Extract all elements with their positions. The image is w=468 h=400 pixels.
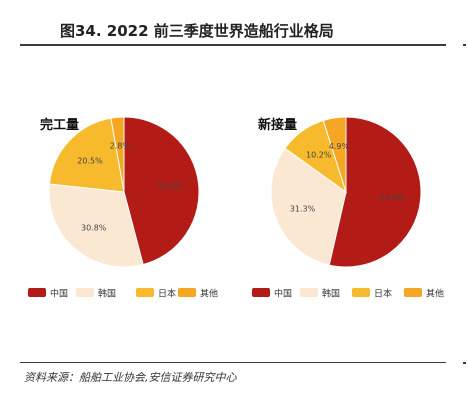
legend-swatch-韩国	[300, 288, 318, 297]
bottom-rule	[20, 362, 446, 363]
legend-label: 中国	[50, 288, 68, 300]
legend-label: 日本	[158, 288, 176, 300]
pie-slice-其他	[110, 116, 125, 193]
legend-swatch-其他	[404, 288, 422, 297]
legend-swatch-其他	[178, 288, 196, 297]
pie-chart-2: 新接量 53.6% 31.3% 10.2%4.9% 中国 韩国 日本 其他	[252, 116, 444, 300]
slice-label: 53.6%	[379, 193, 405, 202]
slice-label: 20.5%	[77, 156, 103, 165]
figure-title: 图34. 2022 前三季度世界造船行业格局	[60, 22, 334, 40]
pie-slice-中国	[123, 116, 200, 266]
legend-label: 韩国	[98, 288, 116, 300]
pie-slice-韩国	[48, 183, 144, 268]
pie-slice-中国	[328, 116, 422, 268]
legend-label: 中国	[274, 288, 292, 300]
slice-label: 10.2%	[306, 150, 332, 159]
pie-chart-1: 完工量 45.9% 30.8% 20.5% 2.8% 中国 韩国 日本 其他	[28, 116, 218, 300]
legend-label: 其他	[200, 288, 218, 300]
slice-label: 30.8%	[81, 223, 107, 232]
source-note: 资料来源：船舶工业协会,安信证券研究中心	[24, 371, 237, 384]
pie-slice-其他	[322, 116, 347, 193]
slice-label: 2.8%	[110, 142, 131, 151]
legend-swatch-中国	[252, 288, 270, 297]
legend-label: 韩国	[322, 288, 340, 300]
bottom-rule-tick	[463, 362, 466, 364]
legend-swatch-韩国	[76, 288, 94, 297]
pie-slice-日本	[48, 117, 125, 193]
pie-title: 完工量	[40, 117, 79, 133]
legend-swatch-中国	[28, 288, 46, 297]
slice-label: 45.9%	[157, 182, 183, 191]
top-rule-tick	[463, 44, 466, 46]
legend-swatch-日本	[352, 288, 370, 297]
top-rule	[20, 44, 446, 46]
legend-label: 其他	[426, 288, 444, 300]
legend-swatch-日本	[136, 288, 154, 297]
pie-title: 新接量	[258, 117, 297, 133]
slice-label: 4.9%	[329, 142, 350, 151]
slice-label: 31.3%	[290, 204, 316, 213]
legend-label: 日本	[374, 288, 392, 300]
pie-slice-韩国	[270, 147, 347, 266]
